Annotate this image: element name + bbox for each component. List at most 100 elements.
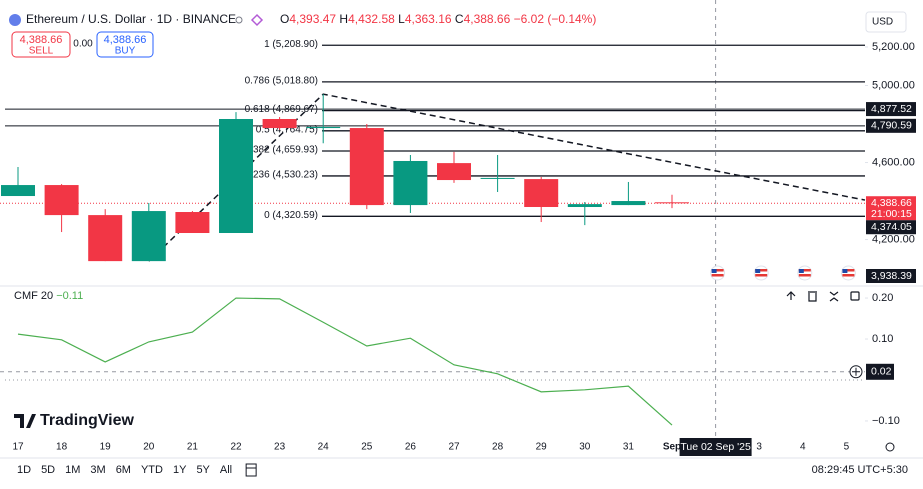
flag-blue xyxy=(798,269,804,273)
symbol-title[interactable]: Ethereum / U.S. Dollar · 1D · BINANCE xyxy=(26,12,236,26)
candle-body xyxy=(655,202,689,204)
x-tick-label: 19 xyxy=(100,442,112,453)
price-tag xyxy=(866,118,916,133)
timeframe-button[interactable]: 1M xyxy=(65,464,80,476)
price-tag xyxy=(866,269,916,283)
h: H xyxy=(339,12,348,26)
candle-body xyxy=(1,185,35,197)
fib-label: 0.236 (4,530.23) xyxy=(245,170,318,181)
flag-blue xyxy=(755,269,761,273)
candle-body xyxy=(567,204,602,208)
data-icon[interactable] xyxy=(235,16,243,24)
y-tick-label: 5,000.00 xyxy=(872,79,915,91)
candle-body xyxy=(437,163,471,181)
x-tick-label: 4 xyxy=(800,442,806,453)
cmf-title: CMF 20 −0.11 xyxy=(14,290,83,302)
timeframe-button[interactable]: 3M xyxy=(90,464,105,476)
countdown: 21:00:15 xyxy=(871,208,912,220)
compare-icon[interactable] xyxy=(250,13,264,27)
candle-body xyxy=(44,185,79,216)
flag-red xyxy=(711,274,724,277)
low: 4,363.16 xyxy=(405,12,452,26)
x-tick-label: 31 xyxy=(623,442,635,453)
x-tick-label: 28 xyxy=(492,442,504,453)
x-tick-label: 20 xyxy=(143,442,155,453)
x-tick-label: 3 xyxy=(756,442,762,453)
timeframe-button[interactable]: 1D xyxy=(17,464,31,476)
y-tick-label: 4,200.00 xyxy=(872,233,915,245)
fib-label: 0.382 (4,659.93) xyxy=(245,145,318,156)
candle-body xyxy=(393,160,428,206)
x-tick-label: 25 xyxy=(361,442,373,453)
y-tick-label: 5,200.00 xyxy=(872,41,915,53)
settings-icon[interactable] xyxy=(885,442,895,452)
flag-red xyxy=(842,269,855,272)
price-tag xyxy=(866,102,916,117)
last-price-tag xyxy=(866,196,916,221)
flag-red xyxy=(711,269,724,272)
x-tick-label: 24 xyxy=(318,442,330,453)
fib-label: 0.618 (4,869.67) xyxy=(245,104,318,115)
x-tick-label: 30 xyxy=(579,442,591,453)
flag-red xyxy=(798,269,811,272)
maximize[interactable] xyxy=(850,291,860,301)
timeframe-button[interactable]: 1Y xyxy=(173,464,187,476)
sell-label: SELL xyxy=(29,46,54,57)
move-up[interactable] xyxy=(786,291,796,300)
close: 4,388.66 xyxy=(464,12,511,26)
currency-button[interactable] xyxy=(865,11,907,33)
sell-price: 4,388.66 xyxy=(20,34,63,46)
c: C xyxy=(455,12,464,26)
event-flag xyxy=(840,265,856,281)
timeframe-button[interactable]: 5D xyxy=(41,464,55,476)
candle-body xyxy=(219,118,253,234)
ohlc: O4,393.47 H4,432.58 L4,363.16 C4,388.66 … xyxy=(280,12,596,26)
buy-label: BUY xyxy=(115,46,136,57)
crosshair-date-tag xyxy=(679,438,752,456)
crosshair-plus-sign xyxy=(852,367,860,376)
flag-blue xyxy=(842,269,848,273)
logo: TradingView xyxy=(40,412,135,429)
delete[interactable] xyxy=(808,291,817,302)
event-flag xyxy=(753,265,769,281)
clock: 08:29:45 UTC+5:30 xyxy=(812,464,908,476)
buy-button[interactable] xyxy=(96,31,154,58)
buy-price: 4,388.66 xyxy=(104,34,147,46)
candle-body xyxy=(480,177,515,179)
timeframe-button[interactable]: YTD xyxy=(141,464,163,476)
candle-body xyxy=(306,126,341,129)
cmf-line xyxy=(17,297,673,426)
price-tag-label: 4,374.05 xyxy=(871,221,912,233)
timeframe-button[interactable]: 6M xyxy=(116,464,131,476)
candle-body xyxy=(131,211,166,262)
flag-red xyxy=(842,274,855,277)
x-tick-label: 18 xyxy=(56,442,68,453)
event-flag xyxy=(710,265,726,281)
o: O xyxy=(280,12,289,26)
price-tag-label: 3,938.39 xyxy=(871,270,912,282)
sell-button[interactable] xyxy=(11,31,71,58)
price-tag-label: 4,790.59 xyxy=(871,120,912,132)
price-tag-label: 4,877.52 xyxy=(871,103,912,115)
flag-red xyxy=(755,269,768,272)
y-tick-label: 0.20 xyxy=(872,292,893,304)
x-tick-label: 5 xyxy=(844,442,850,453)
x-tick-label: Sep xyxy=(663,442,681,453)
open: 4,393.47 xyxy=(289,12,336,26)
candle-body xyxy=(175,212,210,234)
date-range-icon[interactable] xyxy=(245,463,257,477)
crosshair-date: Tue 02 Sep '25 xyxy=(680,441,751,453)
fib-label: 0 (4,320.59) xyxy=(264,210,318,221)
collapse[interactable] xyxy=(829,291,839,302)
timeframe-button[interactable]: 5Y xyxy=(196,464,210,476)
cmf-value: −0.11 xyxy=(56,290,83,302)
x-tick-label: 26 xyxy=(405,442,417,453)
cmf-name: CMF 20 xyxy=(14,290,53,302)
flag-red xyxy=(798,274,811,277)
flag-red xyxy=(755,274,768,277)
pane-tools xyxy=(786,291,860,302)
x-tick-label: 29 xyxy=(536,442,548,453)
timeframe-button[interactable]: All xyxy=(220,464,232,476)
high: 4,432.58 xyxy=(348,12,395,26)
